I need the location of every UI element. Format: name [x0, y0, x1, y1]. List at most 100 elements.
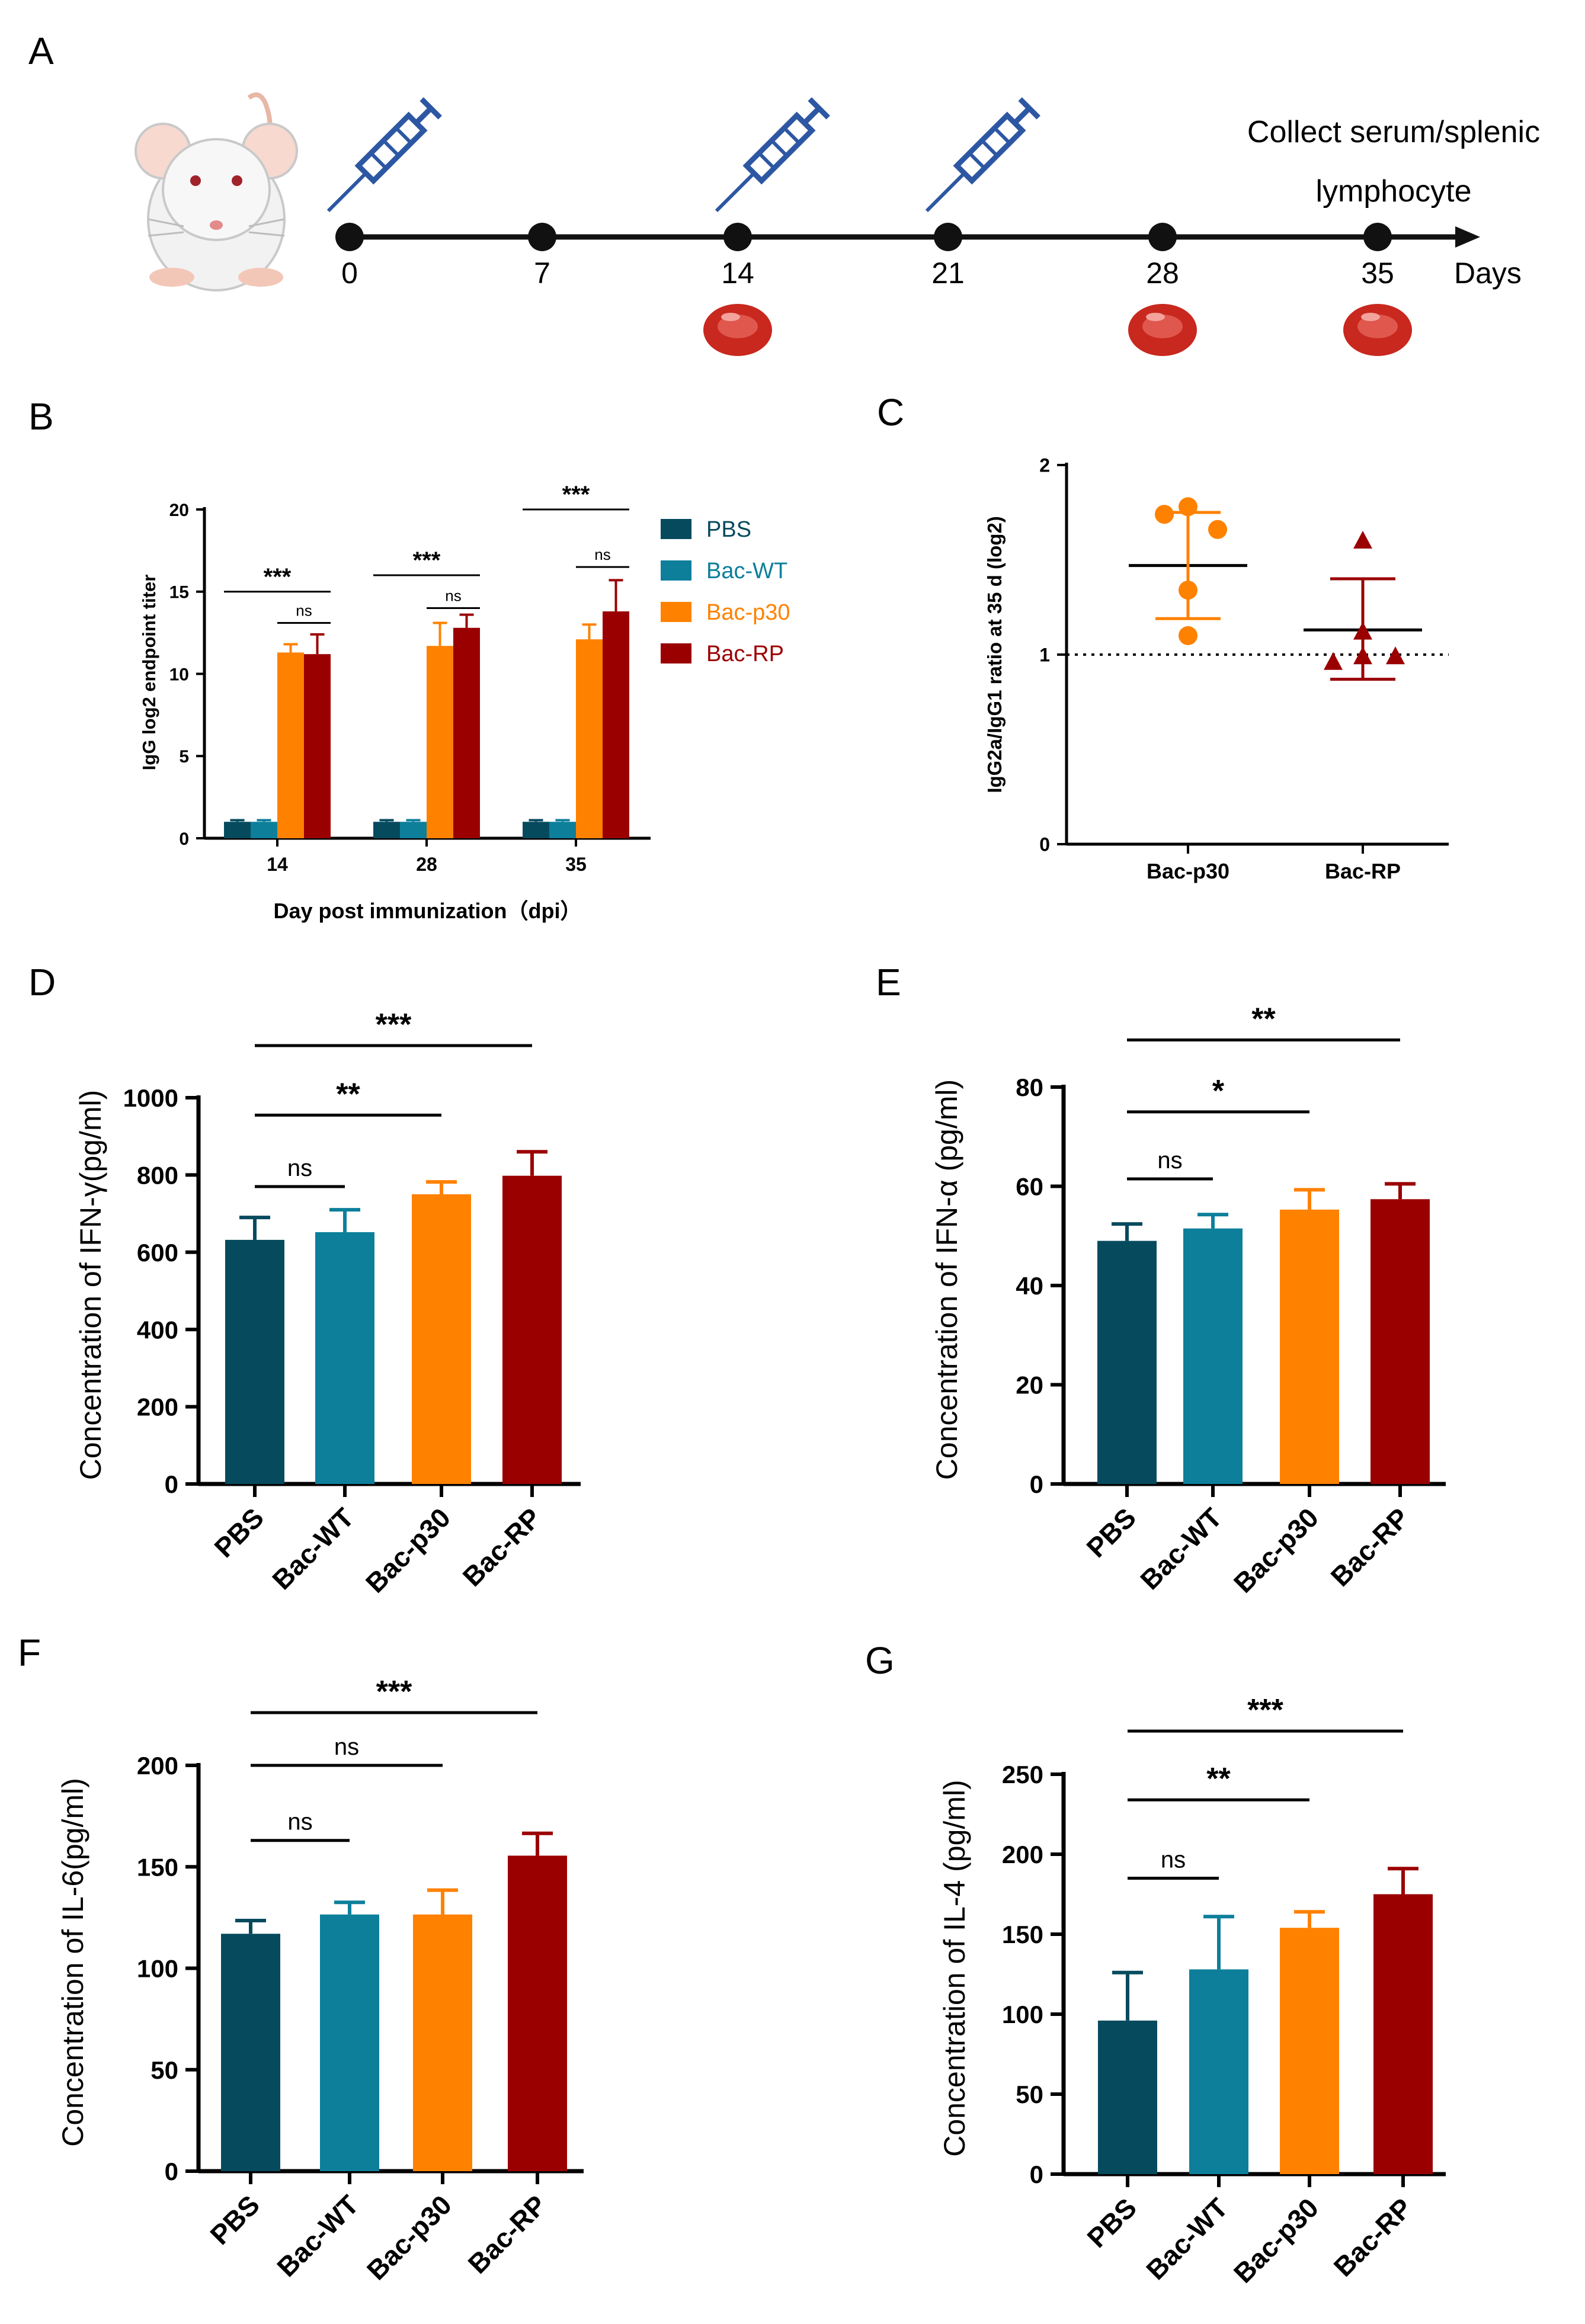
y-tick-label: 50 [151, 2056, 178, 2084]
legend-swatch-bac-wt [661, 560, 691, 581]
significance-label: *** [376, 1008, 412, 1042]
bar-bac-wt [320, 1914, 379, 2171]
timeline-label-day-21: 21 [931, 257, 965, 290]
timeline-dot-day-7 [528, 223, 556, 251]
timeline-dot-day-21 [934, 223, 962, 251]
rbc-highlight [1361, 313, 1380, 321]
syringe-plunger [1013, 106, 1032, 125]
syringe-mark [369, 152, 388, 170]
significance-label: *** [376, 1675, 412, 1709]
bar-pbs-day-14 [224, 822, 251, 838]
timeline-label-day-28: 28 [1146, 257, 1179, 290]
legend-label-bac-rp: Bac-RP [706, 642, 784, 666]
bar-pbs-day-35 [523, 822, 549, 838]
y-tick-label: 2 [1039, 455, 1050, 476]
y-tick-label: 400 [137, 1316, 178, 1344]
syringe-icon [925, 97, 1040, 213]
rbc-highlight [721, 313, 740, 321]
syringe-mark [770, 139, 788, 157]
y-tick-label: 60 [1016, 1173, 1043, 1201]
syringe-mark [783, 126, 801, 145]
significance-label: ** [1251, 1002, 1276, 1036]
bar-bac-wt-day-35 [549, 822, 576, 838]
bar-bac-p30-day-28 [427, 646, 453, 838]
y-tick-label: 20 [1016, 1371, 1043, 1399]
y-tick-label: 100 [1002, 2001, 1043, 2028]
data-point-bac-p30 [1179, 626, 1197, 645]
significance-label: ** [1206, 1762, 1231, 1796]
bar-bac-wt [1183, 1228, 1243, 1484]
y-tick-label: 0 [1039, 834, 1050, 855]
bar-pbs [1097, 1240, 1157, 1484]
syringe-icon [326, 97, 442, 213]
y-axis-title: Concentration of IFN-γ(pg/ml) [74, 1090, 107, 1480]
bar-pbs-day-28 [373, 822, 400, 838]
significance-label: *** [1247, 1693, 1283, 1727]
bar-bac-p30 [412, 1194, 471, 1484]
syringe-mark [395, 126, 413, 145]
y-tick-label: 0 [165, 1470, 178, 1498]
timeline-dot-day-0 [335, 223, 364, 251]
bar-bac-p30-day-14 [277, 652, 304, 838]
bar-bac-rp [1373, 1894, 1433, 2174]
legend-swatch-bac-p30 [661, 602, 691, 622]
syringe-needle [925, 172, 966, 213]
significance-label: *** [264, 564, 292, 590]
syringe-handle [420, 97, 442, 120]
timeline-label-day-7: 7 [534, 257, 550, 290]
y-tick-label: 200 [137, 1393, 178, 1421]
y-tick-label: 600 [137, 1239, 178, 1267]
bar-bac-p30 [1280, 1209, 1339, 1484]
significance-label: ns [334, 1734, 359, 1760]
significance-label: *** [413, 547, 441, 573]
legend-swatch-pbs [661, 519, 691, 539]
legend-swatch-bac-rp [661, 643, 691, 663]
panel-a-timeline: 0 7 14 21 28 35 Days Collect serum/splenic ly… [135, 92, 1540, 356]
bar-bac-rp [508, 1855, 567, 2171]
timeline-label-day-0: 0 [341, 257, 358, 290]
bar-pbs [221, 1934, 280, 2171]
y-tick-label: 20 [169, 501, 189, 520]
y-tick-label: 0 [179, 829, 189, 849]
legend-label-bac-wt: Bac-WT [706, 559, 787, 584]
y-axis-title: Concentration of IL-6(pg/ml) [56, 1778, 89, 2147]
significance-label: ns [445, 587, 461, 605]
syringe-mark [993, 126, 1011, 145]
bar-bac-p30 [413, 1914, 472, 2171]
syringe-mark [382, 139, 400, 157]
y-tick-label: 100 [137, 1955, 178, 1983]
x-tick-label: Bac-RP [1325, 859, 1401, 883]
data-point-bac-rp [1353, 621, 1372, 640]
y-tick-label: 200 [137, 1752, 178, 1780]
significance-label: *** [562, 482, 590, 508]
bar-bac-rp [1371, 1199, 1430, 1484]
bar-bac-wt-day-28 [400, 822, 427, 838]
syringe-mark [981, 139, 998, 157]
x-tick-label: 28 [416, 854, 437, 875]
red-blood-cell-icon [703, 304, 772, 356]
collect-label-line1: Collect serum/splenic [1247, 115, 1540, 149]
x-axis-title: Day post immunization（dpi） [273, 899, 581, 923]
panel-c-igg2a-igg1-ratio-chart: 0 1 2 Bac-p30 Bac-RP IgG2a/IgG1 ratio at 35 d… [984, 455, 1449, 883]
significance-label: ns [1157, 1147, 1182, 1174]
timeline-dot-day-28 [1148, 223, 1177, 251]
syringe-icon [715, 97, 830, 213]
bar-bac-rp-day-35 [603, 611, 629, 838]
y-tick-label: 150 [1002, 1921, 1043, 1948]
y-axis-title: Concentration of IL-4 (pg/ml) [938, 1780, 971, 2156]
data-point-bac-rp [1386, 646, 1405, 665]
bar-bac-wt [1189, 1969, 1248, 2174]
panel-letter-c: C [877, 391, 904, 434]
bar-bac-rp [502, 1175, 562, 1484]
mouse-icon [135, 92, 298, 291]
legend-label-pbs: PBS [706, 517, 751, 542]
y-tick-label: 0 [1030, 2160, 1043, 2188]
y-tick-label: 0 [1030, 1470, 1043, 1498]
panel-letter-d: D [28, 961, 56, 1004]
y-tick-label: 1 [1039, 645, 1050, 666]
y-tick-label: 150 [137, 1853, 178, 1881]
timeline-label-day-35: 35 [1361, 257, 1394, 290]
y-tick-label: 15 [169, 583, 189, 602]
collect-label-line2: lymphocyte [1316, 174, 1472, 209]
panel-letter-b: B [28, 395, 54, 438]
